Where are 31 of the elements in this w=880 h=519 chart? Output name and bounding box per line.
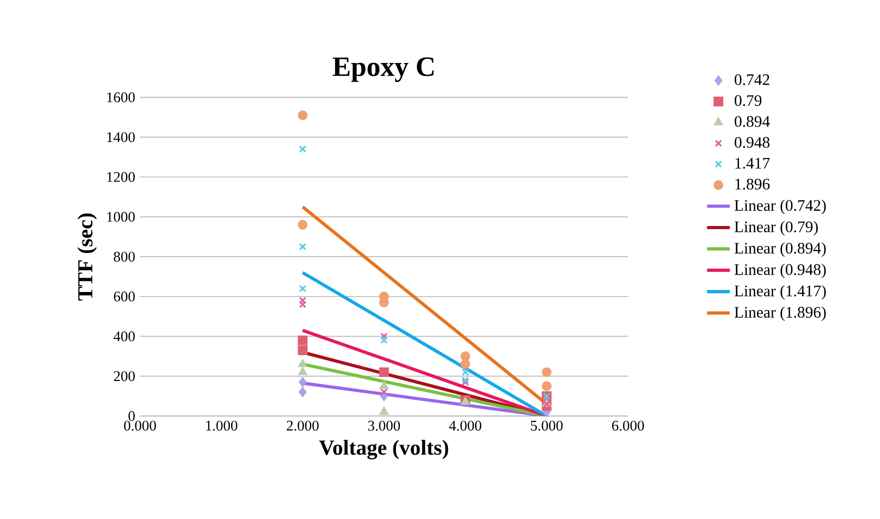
legend-label: Linear (1.896) — [734, 306, 826, 321]
y-tick-label: 800 — [114, 252, 135, 262]
legend-label: 0.79 — [734, 95, 762, 106]
legend-label: Linear (1.417) — [734, 285, 826, 300]
x-tick-label: 4.000 — [449, 420, 482, 431]
y-tick-label: 400 — [114, 331, 135, 342]
x-tick-label: 2.000 — [286, 420, 319, 431]
x-tick-label: 0.000 — [124, 420, 156, 431]
legend-label: 0.742 — [734, 74, 770, 86]
legend-label: Linear (0.742) — [734, 200, 826, 214]
y-tick-label: 600 — [114, 292, 135, 302]
legend-label: Linear (0.948) — [734, 264, 826, 278]
x-tick-label: 6.000 — [612, 420, 644, 431]
legend-label: 1.417 — [735, 158, 770, 169]
legend-label: Linear (0.894) — [734, 242, 826, 257]
legend-label: 0.894 — [734, 116, 770, 127]
y-axis-title: TTF (sec) — [77, 213, 97, 300]
legend-label: 0.948 — [734, 136, 770, 148]
y-tick-label: 200 — [114, 371, 135, 382]
chart-title: Epoxy C — [332, 57, 434, 82]
y-tick-label: 0 — [128, 411, 135, 421]
y-tick-label: 1200 — [107, 172, 135, 182]
x-tick-label: 5.000 — [531, 420, 563, 431]
legend-label: Linear (0.79) — [734, 220, 818, 236]
x-tick-label: 1.000 — [206, 420, 238, 431]
x-tick-label: 3.000 — [368, 420, 400, 431]
y-tick-label: 1600 — [107, 92, 135, 102]
x-axis-title: Voltage (volts) — [319, 440, 448, 460]
legend-label: 1.896 — [735, 178, 770, 190]
y-tick-label: 1400 — [107, 132, 135, 142]
y-tick-label: 1000 — [107, 212, 135, 222]
